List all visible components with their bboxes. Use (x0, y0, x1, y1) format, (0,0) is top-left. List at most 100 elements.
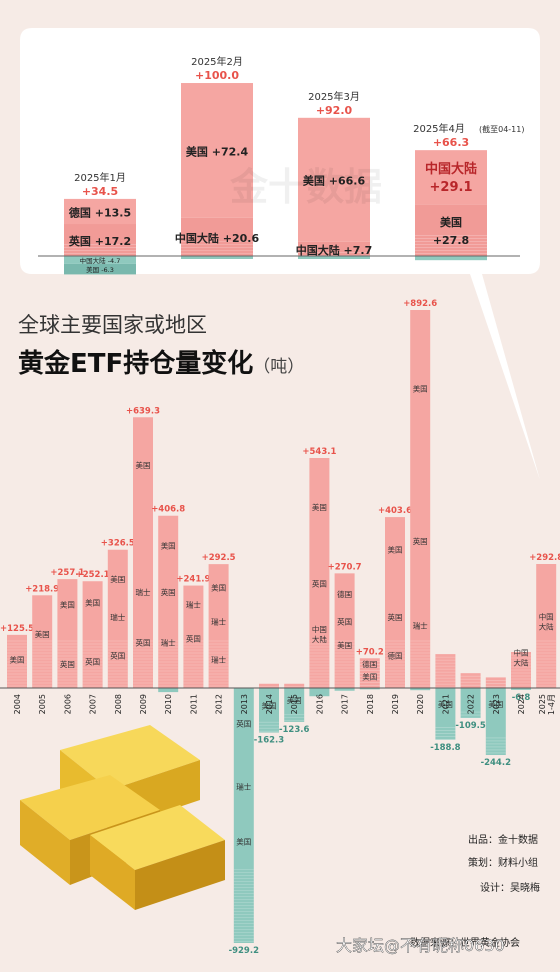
x-tick-label: 2025 (538, 694, 547, 714)
inset-bar-segment (298, 241, 370, 256)
x-tick-group: 2004 (13, 694, 22, 714)
bar-segment-label: 美国 (161, 540, 176, 550)
inset-segment-label: 英国 +17.2 (68, 234, 131, 248)
x-tick-group: 2013 (240, 694, 249, 714)
bar-segment-label: 英国 (85, 657, 100, 667)
credits: 出品：金十数据 策划：财料小组 设计：吴晓梅 数据来源：世界黄金协会 (410, 833, 540, 949)
x-tick-label: 2023 (492, 694, 501, 714)
bar-segment-label: 美国 (413, 384, 428, 394)
x-tick-label: 2015 (290, 694, 299, 714)
bar-negative-label: -162.3 (254, 736, 284, 746)
bar-segment-label: 英国 (60, 659, 75, 669)
x-tick-group: 2022 (467, 694, 476, 714)
bar-segment-label: 英国 (110, 650, 125, 660)
bar-segment-label: 中国 (539, 611, 554, 621)
x-tick-label: 2012 (215, 694, 224, 714)
title-line2: 黄金ETF持仓量变化（吨） (18, 348, 304, 379)
inset-negative-segment (64, 263, 136, 275)
bar-positive (309, 458, 330, 688)
bar-positive (536, 564, 557, 688)
gold-bars-illustration (20, 725, 225, 910)
bar-segment-label: 德国 (388, 650, 403, 660)
bar-segment-label: 美国 (60, 600, 75, 610)
x-tick-group: 2025 1-4月 (538, 694, 556, 715)
bar-segment-label: 英国 (136, 638, 151, 648)
inset-negative-segment (64, 256, 136, 264)
bar-segment-label: 瑞士 (211, 655, 226, 665)
bar-positive (359, 658, 380, 688)
bar-negative (435, 688, 456, 740)
bar-positive (485, 677, 506, 688)
bar-negative (259, 688, 279, 733)
bar-positive (133, 417, 153, 688)
bar-positive (435, 654, 456, 688)
inset-negative-segment (298, 256, 370, 259)
bar-value-label: +406.8 (151, 505, 185, 515)
bar-segment-label: 中国 (514, 647, 529, 657)
bar-segment-label: 瑞士 (186, 600, 201, 610)
x-tick-label: 2010 (164, 694, 173, 714)
bar-negative (511, 688, 531, 690)
inset-bar-segment (64, 198, 136, 225)
inset-negative-label: 中国大陆 -4.7 (80, 256, 121, 265)
bar-value-label: +639.3 (126, 406, 160, 416)
bar-segment-label: 瑞士 (136, 587, 151, 597)
bar-segment-label: 瑞士 (161, 638, 176, 648)
bar-negative-label: -109.5 (455, 721, 485, 731)
gold-bar-left (20, 775, 160, 840)
main-bars: +125.5美国+218.9美国+257.1美国英国+252.1美国英国+326… (0, 299, 560, 956)
bar-value-label: +292.8 (529, 553, 560, 563)
x-tick-group: 2015 (290, 694, 299, 714)
x-tick-group: 2014 (265, 694, 274, 714)
bar-negative-label: -6.8 (512, 693, 531, 703)
x-tick-label: 2011 (189, 694, 198, 714)
inset-bar-segment (181, 217, 253, 256)
bar-value-label: +403.6 (378, 506, 412, 516)
bar-negative (334, 688, 355, 691)
x-tick-label: 2004 (13, 694, 22, 714)
bar-segment-label: 美国 (262, 701, 277, 711)
inset-bar-segment (415, 150, 487, 205)
bar-segment-label: 美国 (211, 583, 226, 593)
inset-total-label: +92.0 (316, 104, 353, 117)
bar-negative (158, 688, 179, 693)
x-tick-group: 2017 (341, 694, 350, 714)
inset-segment-label: 德国 +13.5 (68, 205, 131, 219)
bar-value-label: +326.5 (101, 539, 135, 549)
x-tick-group: 2020 (416, 694, 425, 714)
inset-month-label: 2025年1月 (74, 171, 126, 184)
inset-month-label: 2025年3月 (308, 90, 360, 103)
bar-segment-label: 美国 (362, 672, 377, 682)
x-tick-group: 2007 (89, 694, 98, 714)
title-unit: （吨） (253, 357, 304, 377)
bar-negative (284, 688, 305, 722)
bar-positive (183, 585, 204, 688)
bar-negative (359, 688, 380, 690)
bar-segment-label: 英国 (413, 536, 428, 546)
bar-negative (233, 688, 254, 943)
inset-month-label: 2025年2月 (191, 55, 243, 68)
bar-segment-label: 德国 (337, 589, 352, 599)
bar-segment-label: 美国 (312, 502, 327, 512)
bar-negative (460, 688, 481, 719)
bar-positive (82, 581, 103, 688)
bar-negative (485, 688, 506, 756)
inset-segment-label: 美国 +72.4 (186, 144, 249, 158)
x-tick-group: 2006 (63, 694, 72, 714)
credit-producer: 出品：金十数据 (468, 833, 538, 846)
bar-positive (385, 517, 405, 688)
bar-positive (7, 634, 27, 688)
x-tick-label: 2022 (467, 694, 476, 714)
bar-segment-label: 英国 (312, 578, 327, 588)
inset-segment-label: 中国大陆 (425, 161, 477, 177)
inset-month-label: 2025年4月 (413, 122, 465, 135)
inset-negative-segment (415, 256, 487, 261)
inset-segment-label: 美国 +66.6 (303, 174, 366, 188)
bar-segment-label: 美国 (136, 460, 151, 470)
bar-positive (208, 564, 229, 688)
inset-total-label: +34.5 (82, 185, 118, 198)
bar-segment-label: 大陆 (539, 621, 554, 631)
bar-segment-label: 美国 (110, 574, 125, 584)
